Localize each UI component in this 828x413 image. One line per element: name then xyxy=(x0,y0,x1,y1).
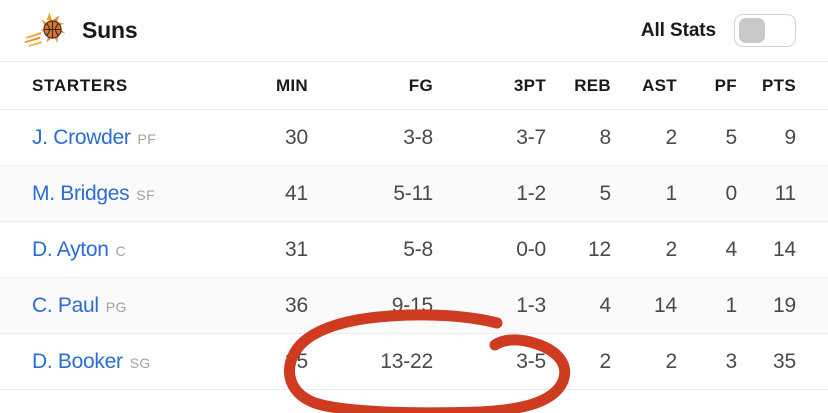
stat-reb: 2 xyxy=(599,349,612,373)
stat-pf: 4 xyxy=(725,237,738,261)
player-name-link[interactable]: J. Crowder xyxy=(32,125,131,149)
column-header-pts[interactable]: PTS xyxy=(737,62,828,110)
table-row: C. Paul PG 36 9-15 1-3 4 14 1 19 xyxy=(0,277,828,334)
stat-pf: 5 xyxy=(725,125,738,149)
suns-basketball-logo-icon xyxy=(24,12,66,47)
stat-pts: 14 xyxy=(773,237,796,261)
column-header-min[interactable]: MIN xyxy=(220,62,308,110)
player-name-link[interactable]: D. Ayton xyxy=(32,237,109,261)
stat-min: 31 xyxy=(285,237,308,261)
column-header-ast[interactable]: AST xyxy=(611,62,677,110)
column-header-3pt[interactable]: 3PT xyxy=(433,62,546,110)
stat-ast: 1 xyxy=(665,181,678,205)
stat-reb: 8 xyxy=(599,125,612,149)
player-cell: D. Booker SG xyxy=(0,334,220,390)
stat-min: 35 xyxy=(285,349,308,373)
player-name-link[interactable]: C. Paul xyxy=(32,293,99,317)
all-stats-toggle[interactable] xyxy=(734,14,796,47)
stat-3pt: 1-3 xyxy=(516,293,546,317)
stat-ast: 14 xyxy=(654,293,677,317)
stat-ast: 2 xyxy=(665,349,678,373)
player-cell: C. Paul PG xyxy=(0,278,220,334)
player-name-link[interactable]: D. Booker xyxy=(32,349,123,373)
team-name: Suns xyxy=(82,17,138,43)
player-position: PF xyxy=(137,130,157,147)
all-stats-label: All Stats xyxy=(640,19,716,41)
stat-min: 30 xyxy=(285,125,308,149)
stat-ast: 2 xyxy=(665,125,678,149)
stat-pf: 1 xyxy=(725,293,738,317)
stat-min: 41 xyxy=(285,181,308,205)
stat-min: 36 xyxy=(285,293,308,317)
player-position: C xyxy=(115,242,127,259)
stat-pts: 11 xyxy=(774,181,797,205)
stat-fg: 3-8 xyxy=(403,125,433,149)
stat-fg: 13-22 xyxy=(380,349,433,373)
player-position: SG xyxy=(129,354,151,371)
column-header-reb[interactable]: REB xyxy=(546,62,611,110)
column-header-fg[interactable]: FG xyxy=(308,62,433,110)
table-row: D. Booker SG 35 13-22 3-5 2 2 3 35 xyxy=(0,334,828,390)
player-cell: J. Crowder PF xyxy=(0,110,220,166)
player-name-link[interactable]: M. Bridges xyxy=(32,181,130,205)
stat-reb: 12 xyxy=(588,237,611,261)
team-header: Suns All Stats xyxy=(0,0,828,62)
stat-reb: 4 xyxy=(599,293,612,317)
stat-pts: 35 xyxy=(773,349,796,373)
stat-3pt: 0-0 xyxy=(516,237,546,261)
stat-reb: 5 xyxy=(599,181,612,205)
stat-pf: 3 xyxy=(725,349,738,373)
table-row: D. Ayton C 31 5-8 0-0 12 2 4 14 xyxy=(0,222,828,278)
player-cell: M. Bridges SF xyxy=(0,166,220,222)
table-row: J. Crowder PF 30 3-8 3-7 8 2 5 9 xyxy=(0,110,828,166)
stat-pf: 0 xyxy=(725,181,738,205)
stat-3pt: 1-2 xyxy=(516,181,546,205)
player-cell: D. Ayton C xyxy=(0,222,220,278)
stat-3pt: 3-7 xyxy=(516,125,546,149)
column-header-starters[interactable]: STARTERS xyxy=(0,62,220,110)
player-position: SF xyxy=(136,186,156,203)
table-header-row: STARTERS MIN FG 3PT REB AST PF PTS xyxy=(0,62,828,110)
stat-fg: 5-8 xyxy=(403,237,433,261)
table-row: M. Bridges SF 41 5-11 1-2 5 1 0 11 xyxy=(0,165,828,222)
player-position: PG xyxy=(105,298,127,315)
stat-pts: 19 xyxy=(773,293,796,317)
table-body: J. Crowder PF 30 3-8 3-7 8 2 5 9 M. Bridg… xyxy=(0,110,828,390)
stat-fg: 9-15 xyxy=(391,293,433,317)
team-identity: Suns xyxy=(24,11,138,51)
box-score-table: STARTERS MIN FG 3PT REB AST PF PTS J. Cr… xyxy=(0,62,828,390)
stat-pts: 9 xyxy=(784,125,797,149)
stat-fg: 5-11 xyxy=(393,181,433,205)
toggle-knob xyxy=(739,18,765,43)
column-header-pf[interactable]: PF xyxy=(677,62,737,110)
stat-3pt: 3-5 xyxy=(516,349,546,373)
header-controls: All Stats xyxy=(641,14,796,47)
stat-ast: 2 xyxy=(665,237,678,261)
